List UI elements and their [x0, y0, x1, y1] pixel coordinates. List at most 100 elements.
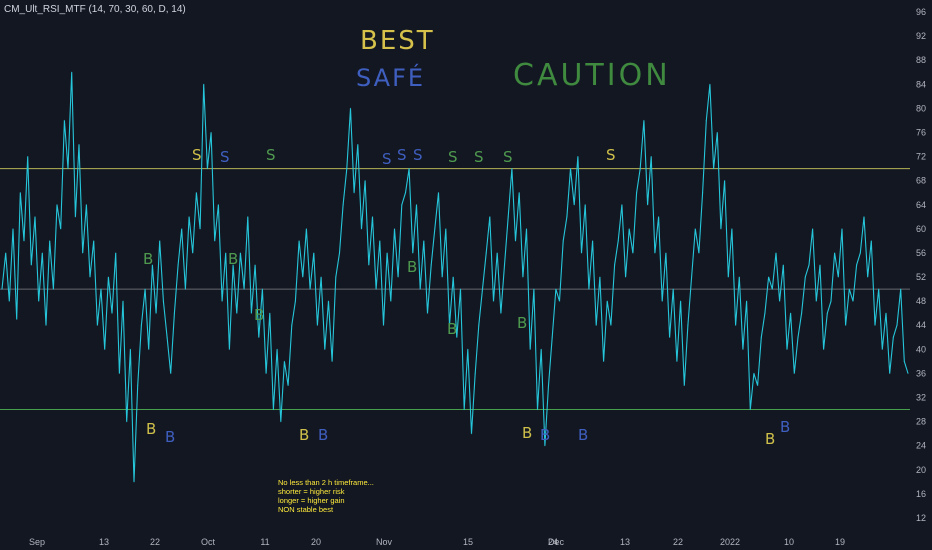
rsi-point — [250, 312, 253, 314]
rsi-point — [195, 192, 198, 194]
note-line: No less than 2 h timeframe... — [278, 478, 374, 487]
rsi-point — [375, 288, 377, 290]
rsi-point — [331, 360, 333, 362]
rsi-point — [735, 324, 737, 326]
indicator-legend[interactable]: CM_Ult_RSI_MTF (14, 70, 30, 60, D, 14) — [4, 4, 186, 15]
rsi-point — [749, 408, 751, 411]
rsi-point — [34, 216, 36, 218]
rsi-point — [841, 228, 843, 230]
rsi-point — [573, 204, 575, 206]
sell-marker: S — [503, 148, 513, 166]
rsi-point — [782, 264, 784, 266]
rsi-point — [848, 288, 850, 290]
rsi-point — [489, 216, 491, 218]
rsi-point — [181, 228, 183, 230]
rsi-point — [731, 228, 733, 230]
rsi-point — [360, 228, 363, 230]
rsi-point — [837, 276, 839, 278]
rsi-point — [393, 228, 396, 230]
rsi-point — [892, 336, 894, 338]
rsi-point — [558, 300, 561, 302]
rsi-point — [423, 240, 425, 242]
rsi-point — [96, 324, 98, 326]
rsi-point — [45, 324, 47, 326]
rsi-point — [628, 228, 630, 230]
rsi-point — [313, 252, 315, 254]
rsi-point — [668, 336, 671, 338]
rsi-point — [815, 300, 817, 302]
rsi-point — [863, 216, 865, 218]
rsi-point — [452, 276, 454, 278]
rsi-point — [349, 107, 352, 110]
rsi-point — [859, 252, 861, 254]
rsi-point — [768, 276, 770, 278]
rsi-point — [562, 240, 564, 242]
x-tick-label: Nov — [376, 537, 393, 547]
rsi-point — [327, 300, 330, 302]
rsi-point — [324, 348, 326, 350]
rsi-point — [177, 264, 179, 266]
rsi-point — [170, 372, 172, 375]
rsi-point — [448, 324, 451, 326]
rsi-point — [514, 240, 517, 242]
rsi-point — [38, 300, 40, 302]
rsi-point — [243, 288, 245, 290]
sell-marker: S — [413, 146, 423, 164]
rsi-point — [276, 348, 278, 350]
rsi-point — [338, 252, 341, 254]
rsi-point — [155, 312, 157, 314]
rsi-point — [525, 228, 528, 230]
rsi-point — [544, 445, 546, 447]
y-tick-label: 64 — [916, 200, 926, 210]
buy-marker: B — [540, 426, 551, 444]
rsi-point — [74, 216, 76, 218]
rsi-point — [757, 384, 759, 387]
y-tick-label: 28 — [916, 417, 926, 427]
rsi-point — [536, 408, 539, 411]
rsi-point — [239, 252, 242, 254]
x-tick-label: 22 — [673, 537, 683, 547]
rsi-point — [206, 168, 209, 170]
rsi-point — [287, 384, 289, 387]
rsi-point — [364, 180, 366, 182]
rsi-point — [764, 312, 766, 314]
rsi-point — [500, 312, 502, 314]
rsi-point — [335, 276, 337, 278]
rsi-point — [698, 252, 700, 254]
rsi-point — [214, 240, 216, 242]
rsi-point — [547, 384, 550, 387]
y-tick-label: 72 — [916, 152, 926, 162]
rsi-point — [100, 288, 102, 290]
rsi-point — [419, 288, 421, 290]
rsi-point — [12, 228, 14, 230]
rsi-point — [900, 288, 902, 290]
y-tick-label: 68 — [916, 176, 926, 186]
x-tick-label: 13 — [620, 537, 630, 547]
rsi-point — [82, 252, 84, 254]
rsi-point — [852, 300, 854, 302]
rsi-point — [93, 240, 95, 242]
rsi-point — [577, 155, 579, 158]
rsi-point — [687, 324, 689, 326]
rsi-point — [676, 360, 678, 362]
rsi-point — [415, 204, 418, 206]
x-tick-label: 11 — [260, 537, 269, 547]
rsi-point — [166, 336, 168, 338]
rsi-point — [639, 168, 641, 170]
rsi-point — [885, 312, 887, 314]
rsi-point — [889, 372, 891, 375]
rsi-point — [478, 324, 480, 326]
rsi-point — [712, 168, 715, 170]
rsi-point — [661, 300, 663, 302]
y-tick-label: 92 — [916, 31, 926, 41]
rsi-point — [790, 312, 792, 314]
rsi-point — [874, 324, 876, 326]
rsi-point — [122, 300, 124, 302]
x-tick-label: Sep — [29, 537, 45, 547]
rsi-point — [305, 228, 308, 230]
rsi-point — [481, 288, 484, 290]
buy-marker: B — [299, 426, 310, 444]
buy-marker: B — [780, 418, 791, 436]
